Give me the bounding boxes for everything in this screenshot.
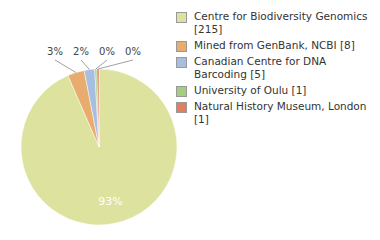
svg-text:93%: 93% [98,195,122,208]
svg-text:3%: 3% [47,46,63,57]
svg-text:0%: 0% [99,46,115,57]
html-text:Canadian Centre for DNA Barcod: Canadian Centre for DNA Barcoding [5] [194,55,327,80]
svg-text:0%: 0% [125,46,141,57]
html-text:Mined from GenBank, NCBI [8]: Mined from GenBank, NCBI [8] [194,39,355,51]
html-text:Natural History Museum, London: Natural History Museum, London [1] [194,100,367,125]
svg-text:2%: 2% [73,46,89,57]
html-text:Centre for Biodiversity Genomi: Centre for Biodiversity Genomics [215] [194,10,368,35]
html-text:University of Oulu [1]: University of Oulu [1] [194,84,307,96]
